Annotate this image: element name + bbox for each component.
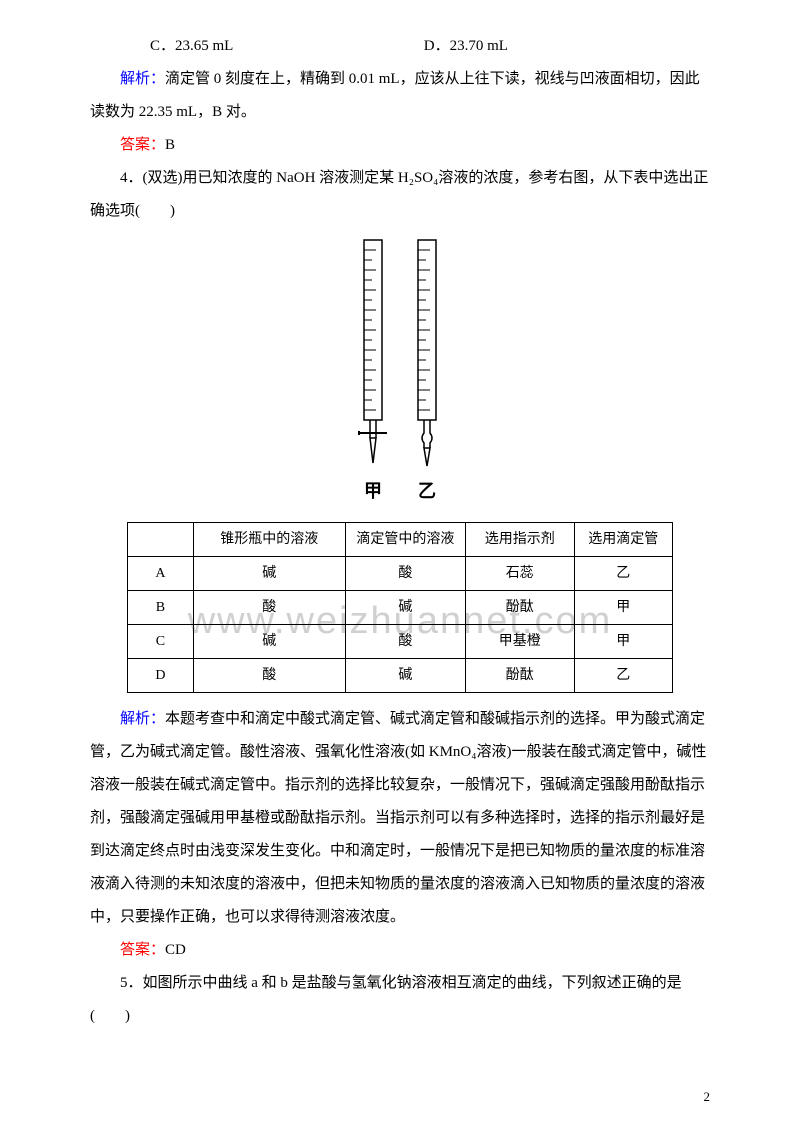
- burette-jia-icon: [356, 238, 390, 468]
- cell: D: [128, 658, 193, 692]
- cell: 乙: [574, 658, 672, 692]
- cell: 甲: [574, 590, 672, 624]
- analysis-label: 解析：: [120, 71, 165, 87]
- options-table: 锥形瓶中的溶液 滴定管中的溶液 选用指示剂 选用滴定管 A 碱 酸 石蕊 乙 B…: [127, 522, 673, 693]
- option-c: C．23.65 mL: [120, 30, 420, 63]
- answer-4: 答案：CD: [90, 934, 710, 967]
- cell: 酚酞: [465, 590, 574, 624]
- cell: A: [128, 556, 193, 590]
- burette-yi-icon: [410, 238, 444, 468]
- analysis-4: 解析：本题考查中和滴定中酸式滴定管、碱式滴定管和酸碱指示剂的选择。甲为酸式滴定管…: [90, 703, 710, 934]
- analysis-text: 滴定管 0 刻度在上，精确到 0.01 mL，应该从上往下读，视线与凹液面相切，…: [90, 71, 700, 120]
- cell: B: [128, 590, 193, 624]
- table-row: D 酸 碱 酚酞 乙: [128, 658, 673, 692]
- option-d: D．23.70 mL: [424, 38, 508, 54]
- analysis-3: 解析：滴定管 0 刻度在上，精确到 0.01 mL，应该从上往下读，视线与凹液面…: [90, 63, 710, 129]
- th-4: 选用滴定管: [574, 522, 672, 556]
- cell: 乙: [574, 556, 672, 590]
- th-1: 锥形瓶中的溶液: [193, 522, 345, 556]
- th-0: [128, 522, 193, 556]
- cell: 碱: [193, 624, 345, 658]
- cell: 甲: [574, 624, 672, 658]
- answer-3: 答案：B: [90, 129, 710, 162]
- question-5: 5．如图所示中曲线 a 和 b 是盐酸与氢氧化钠溶液相互滴定的曲线，下列叙述正确…: [90, 967, 710, 1033]
- analysis-label: 解析：: [120, 711, 165, 727]
- burette-jia-wrap: 甲: [356, 238, 390, 512]
- burette-container: 甲: [356, 238, 444, 512]
- options-cd-line: C．23.65 mL D．23.70 mL: [90, 30, 710, 63]
- answer-label: 答案：: [120, 942, 165, 958]
- cell: 碱: [346, 590, 466, 624]
- cell: 碱: [346, 658, 466, 692]
- burette-figure: 甲: [90, 238, 710, 512]
- cell: 碱: [193, 556, 345, 590]
- answer-text: CD: [165, 942, 186, 958]
- document-content: C．23.65 mL D．23.70 mL 解析：滴定管 0 刻度在上，精确到 …: [90, 30, 710, 1033]
- cell: 酸: [193, 590, 345, 624]
- cell: 甲基橙: [465, 624, 574, 658]
- cell: C: [128, 624, 193, 658]
- table-row: C 碱 酸 甲基橙 甲: [128, 624, 673, 658]
- answer-text: B: [165, 137, 175, 153]
- burette-yi-label: 乙: [418, 472, 436, 512]
- burette-jia-label: 甲: [364, 472, 382, 512]
- th-3: 选用指示剂: [465, 522, 574, 556]
- cell: 酚酞: [465, 658, 574, 692]
- table-row: A 碱 酸 石蕊 乙: [128, 556, 673, 590]
- answer-label: 答案：: [120, 137, 165, 153]
- cell: 酸: [193, 658, 345, 692]
- table-row: B 酸 碱 酚酞 甲: [128, 590, 673, 624]
- cell: 酸: [346, 556, 466, 590]
- burette-yi-wrap: 乙: [410, 238, 444, 512]
- cell: 石蕊: [465, 556, 574, 590]
- th-2: 滴定管中的溶液: [346, 522, 466, 556]
- question-4: 4．(双选)用已知浓度的 NaOH 溶液测定某 H₂SO₄溶液的浓度，参考右图，…: [90, 162, 710, 228]
- table-header-row: 锥形瓶中的溶液 滴定管中的溶液 选用指示剂 选用滴定管: [128, 522, 673, 556]
- page-number: 2: [704, 1083, 711, 1112]
- cell: 酸: [346, 624, 466, 658]
- analysis-text: 本题考查中和滴定中酸式滴定管、碱式滴定管和酸碱指示剂的选择。甲为酸式滴定管，乙为…: [90, 711, 706, 925]
